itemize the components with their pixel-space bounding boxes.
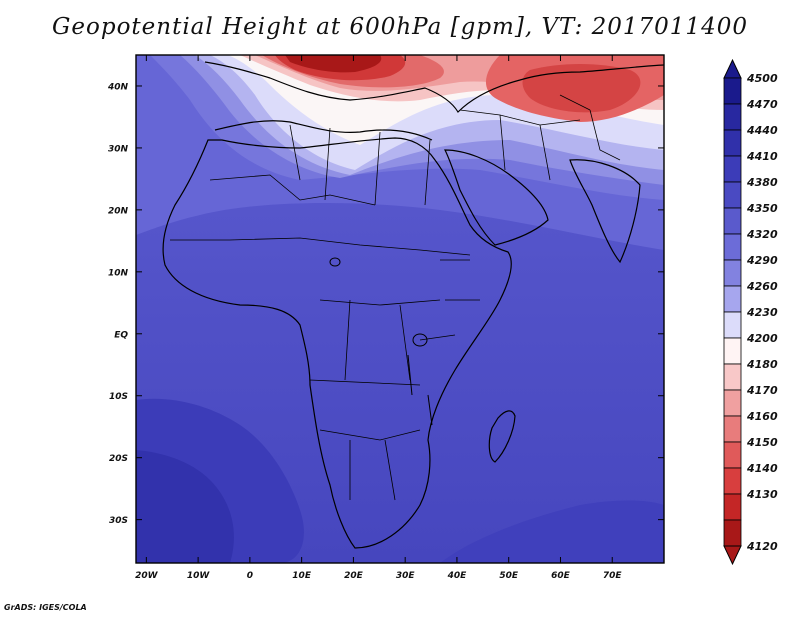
mediterranean-south <box>214 120 433 141</box>
colorbar-swatch <box>723 493 742 521</box>
lakes <box>329 257 433 426</box>
plot-frame <box>135 54 665 564</box>
border-east-africa <box>419 259 480 341</box>
border-sahara-west <box>209 174 376 206</box>
colorbar-swatch <box>723 389 742 417</box>
colorbar-swatch <box>723 77 742 105</box>
colorbar-label: 4150 <box>746 436 778 449</box>
lake-tanganyika <box>407 354 413 396</box>
contour-plot-area <box>136 55 664 563</box>
lat-tick-label: EQ <box>114 330 128 340</box>
colorbar-swatch <box>723 207 742 235</box>
colorbar-label: 4410 <box>746 150 778 163</box>
country-borders <box>170 94 621 501</box>
colorbar-swatch <box>723 415 742 443</box>
page-title: Geopotential Height at 600hPa [gpm], VT:… <box>52 14 748 40</box>
colorbar-swatch <box>723 103 742 131</box>
lat-tick-label: 10S <box>109 392 128 402</box>
colorbar-label: 4470 <box>746 98 778 111</box>
contour-band-4120 <box>285 55 382 73</box>
border-south-asia <box>559 94 621 161</box>
lake-malawi <box>427 394 433 426</box>
lon-tick-label: 40E <box>447 571 468 581</box>
latitude-axis: 40N 30N 20N 10N EQ 10S 20S 30S <box>107 82 664 526</box>
lon-tick-label: 0 <box>247 571 253 581</box>
border-middle-east <box>459 109 581 181</box>
colorbar-swatch <box>723 181 742 209</box>
lon-tick-label: 10E <box>292 571 312 581</box>
lat-tick-label: 30N <box>108 144 129 154</box>
colorbar-label: 4120 <box>746 540 778 553</box>
colorbar-swatch <box>723 233 742 261</box>
colorbar-label: 4160 <box>746 410 778 423</box>
colorbar-top-arrow <box>723 58 742 79</box>
border-sahel <box>170 237 471 256</box>
colorbar-label: 4170 <box>746 384 778 397</box>
colorbar-swatch <box>723 259 742 287</box>
colorbar-label: 4140 <box>746 462 778 475</box>
grads-credit: GrADS: IGES/COLA <box>4 603 87 612</box>
colorbar: 4500 4470 4440 4410 4380 4350 4320 4290 4260 4230… <box>723 58 778 566</box>
colorbar-label: 4350 <box>746 202 778 215</box>
colorbar-label: 4130 <box>746 488 778 501</box>
lat-tick-label: 10N <box>108 268 129 278</box>
colorbar-swatch <box>723 337 742 365</box>
colorbar-label: 4200 <box>746 332 778 345</box>
longitude-axis: 20W 10W 0 10E 20E 30E 40E 50E 60E 70E <box>135 55 622 581</box>
arabia-coastline <box>444 149 549 246</box>
colorbar-label: 4320 <box>746 228 778 241</box>
border-central-africa <box>309 299 441 386</box>
lake-chad <box>329 257 341 267</box>
lon-tick-label: 70E <box>603 571 623 581</box>
contour-band-4440 <box>136 450 234 563</box>
colorbar-swatch <box>723 155 742 183</box>
colorbar-bottom-arrow <box>723 545 742 566</box>
colorbar-label: 4290 <box>746 254 778 267</box>
colorbar-swatch <box>723 311 742 339</box>
lake-victoria <box>412 333 428 347</box>
madagascar-coastline <box>488 410 516 463</box>
colorbar-swatch <box>723 441 742 469</box>
border-north-africa <box>289 124 431 206</box>
colorbar-label: 4500 <box>746 72 778 85</box>
colorbar-swatch <box>723 363 742 391</box>
lon-tick-label: 10W <box>187 571 211 581</box>
india-coastline <box>569 159 641 264</box>
lon-tick-label: 20W <box>135 571 159 581</box>
colorbar-label: 4260 <box>746 280 778 293</box>
lat-tick-label: 30S <box>109 516 128 526</box>
contour-band-4130 <box>522 64 641 113</box>
colorbar-label: 4180 <box>746 358 778 371</box>
colorbar-swatch <box>723 519 742 547</box>
lat-tick-label: 20N <box>108 206 129 216</box>
colorbar-label: 4230 <box>746 306 778 319</box>
colorbar-label: 4380 <box>746 176 778 189</box>
border-southern-africa <box>319 429 421 501</box>
colorbar-swatch <box>723 129 742 157</box>
lon-tick-label: 50E <box>499 571 519 581</box>
lon-tick-label: 30E <box>396 571 416 581</box>
lon-tick-label: 20E <box>344 571 364 581</box>
colorbar-swatch <box>723 285 742 313</box>
colorbar-swatch <box>723 467 742 495</box>
lat-tick-label: 40N <box>107 82 129 92</box>
lat-tick-label: 20S <box>109 454 128 464</box>
europe-coastline <box>204 61 664 113</box>
colorbar-label: 4440 <box>746 124 778 137</box>
lon-tick-label: 60E <box>551 571 571 581</box>
contour-band-4440-east <box>440 500 664 563</box>
